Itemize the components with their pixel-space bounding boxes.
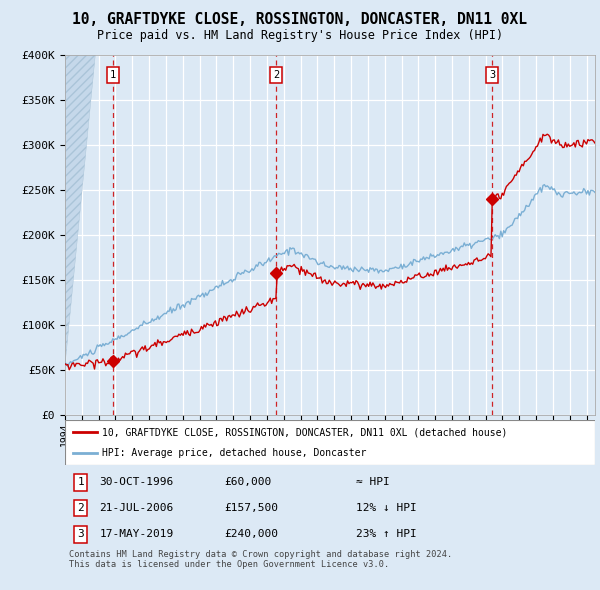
- Text: 2: 2: [273, 70, 279, 80]
- Text: 2: 2: [77, 503, 84, 513]
- Text: 21-JUL-2006: 21-JUL-2006: [100, 503, 174, 513]
- Text: 10, GRAFTDYKE CLOSE, ROSSINGTON, DONCASTER, DN11 0XL (detached house): 10, GRAFTDYKE CLOSE, ROSSINGTON, DONCAST…: [102, 427, 508, 437]
- Text: 3: 3: [77, 529, 84, 539]
- Text: 12% ↓ HPI: 12% ↓ HPI: [356, 503, 417, 513]
- Text: 30-OCT-1996: 30-OCT-1996: [100, 477, 174, 487]
- FancyBboxPatch shape: [65, 420, 595, 465]
- Text: £240,000: £240,000: [224, 529, 278, 539]
- Text: 1: 1: [77, 477, 84, 487]
- Text: Price paid vs. HM Land Registry's House Price Index (HPI): Price paid vs. HM Land Registry's House …: [97, 29, 503, 42]
- Text: ≈ HPI: ≈ HPI: [356, 477, 390, 487]
- Text: 3: 3: [489, 70, 495, 80]
- Text: 10, GRAFTDYKE CLOSE, ROSSINGTON, DONCASTER, DN11 0XL: 10, GRAFTDYKE CLOSE, ROSSINGTON, DONCAST…: [73, 12, 527, 27]
- Text: 23% ↑ HPI: 23% ↑ HPI: [356, 529, 417, 539]
- Text: 17-MAY-2019: 17-MAY-2019: [100, 529, 174, 539]
- Text: £157,500: £157,500: [224, 503, 278, 513]
- Text: 1: 1: [109, 70, 116, 80]
- Text: £60,000: £60,000: [224, 477, 271, 487]
- Text: HPI: Average price, detached house, Doncaster: HPI: Average price, detached house, Donc…: [102, 448, 367, 458]
- Text: Contains HM Land Registry data © Crown copyright and database right 2024.
This d: Contains HM Land Registry data © Crown c…: [69, 550, 452, 569]
- Polygon shape: [65, 55, 95, 365]
